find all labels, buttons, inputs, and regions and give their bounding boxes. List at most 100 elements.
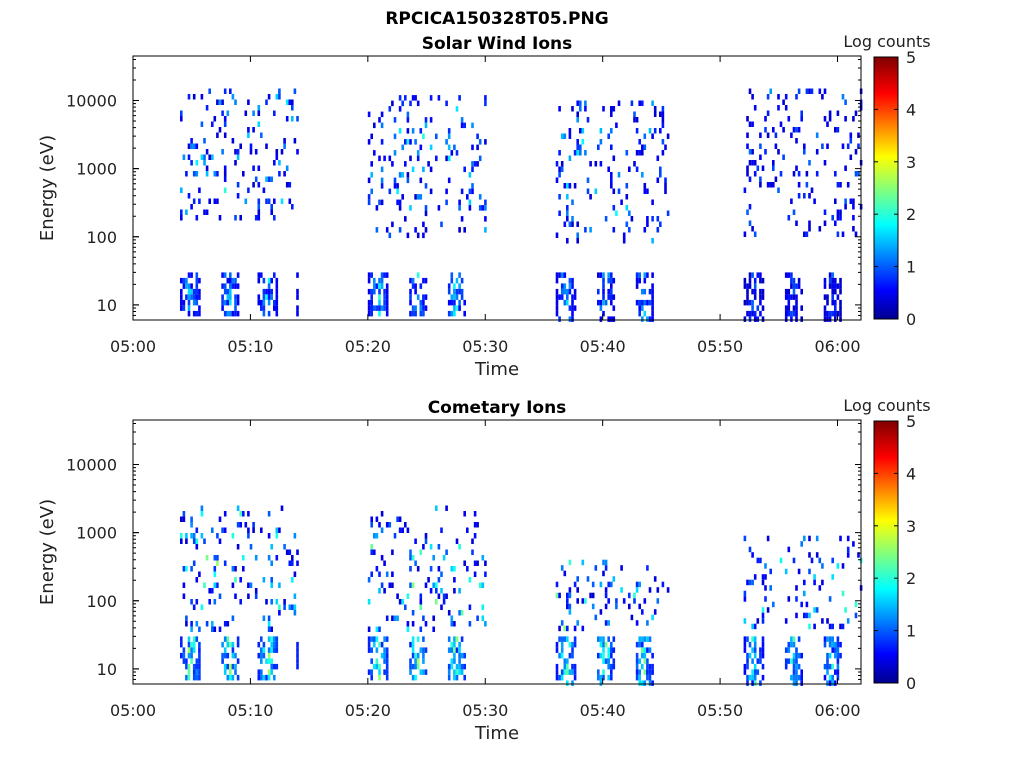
spectrogram-cell [471, 549, 474, 555]
spectrogram-cell [267, 636, 271, 642]
spectrogram-cell [620, 587, 623, 593]
spectrogram-cell [641, 641, 644, 648]
spectrogram-cell [223, 310, 227, 317]
spectrogram-cell [638, 669, 641, 675]
spectrogram-cell [229, 641, 232, 648]
spectrogram-cell [761, 641, 765, 648]
spectrogram-cell [823, 277, 827, 284]
spectrogram-cell [784, 647, 788, 653]
spectrogram-cell [223, 621, 227, 627]
spectrogram-cell [620, 565, 623, 571]
spectrogram-cell [213, 555, 217, 561]
spectrogram-cell [651, 669, 654, 675]
spectrogram-cell [221, 272, 224, 278]
spectrogram-cell [234, 577, 237, 583]
spectrogram-cell [187, 94, 191, 100]
spectrogram-cell [270, 294, 273, 300]
spectrogram-cell [753, 105, 757, 111]
spectrogram-cell [646, 620, 649, 626]
spectrogram-cell [373, 283, 376, 289]
spectrogram-cell [180, 215, 183, 221]
spectrogram-cell [808, 226, 811, 232]
spectrogram-cell [753, 171, 757, 177]
spectrogram-cell [610, 641, 613, 648]
spectrogram-cell [813, 579, 816, 586]
spectrogram-cell [792, 557, 796, 564]
spectrogram-cell [388, 106, 392, 112]
spectrogram-cell [455, 647, 459, 653]
spectrogram-cell [826, 294, 829, 300]
spectrogram-cell [597, 288, 600, 295]
spectrogram-cell [797, 674, 801, 681]
spectrogram-cell [831, 680, 834, 686]
spectrogram-cell [463, 227, 466, 233]
x-tick-label: 05:00 [110, 701, 156, 720]
spectrogram-cell [628, 603, 631, 610]
spectrogram-cell [743, 636, 747, 642]
spectrogram-cell [558, 210, 561, 216]
spectrogram-cell [753, 231, 757, 237]
spectrogram-cell [226, 674, 230, 681]
spectrogram-cell [610, 172, 613, 178]
x-ticks: 05:00 05:10 05:20 05:30 05:40 05:50 06:00 [110, 56, 861, 356]
spectrogram-cell [772, 165, 775, 171]
spectrogram-cell [411, 641, 415, 648]
spectrogram-cell [223, 669, 227, 675]
spectrogram-cell [223, 511, 227, 517]
spectrogram-cell [471, 161, 474, 167]
spectrogram-cell [445, 549, 448, 555]
spectrogram-cell [190, 641, 193, 648]
spectrogram-cell [484, 227, 487, 233]
spectrogram-cell [476, 144, 479, 151]
spectrogram-cell [275, 663, 279, 670]
spectrogram-cell [784, 663, 788, 670]
spectrogram-cell [599, 609, 603, 615]
spectrogram-cell [625, 183, 629, 189]
spectrogram-cell [576, 587, 579, 593]
spectrogram-cell [275, 154, 279, 160]
spectrogram-cell [591, 603, 595, 610]
spectrogram-cell [187, 641, 191, 648]
spectrogram-cell [398, 199, 402, 206]
spectrogram-cell [380, 652, 384, 659]
spectrogram-cell [633, 117, 636, 123]
spectrogram-cell [419, 177, 423, 184]
spectrogram-cell [484, 95, 487, 101]
spectrogram-cell [743, 535, 747, 542]
spectrogram-cell [373, 277, 376, 284]
spectrogram-cell [828, 641, 832, 648]
spectrogram-cell [236, 310, 240, 317]
spectrogram-cell [283, 138, 286, 144]
spectrogram-cell [643, 272, 647, 278]
spectrogram-cell [195, 171, 199, 177]
spectrogram-cell [195, 663, 199, 670]
spectrogram-cell [198, 288, 201, 295]
spectrogram-cell [769, 182, 772, 188]
spectrogram-cell [265, 176, 268, 182]
spectrogram-cell [422, 133, 425, 140]
spectrogram-cell [821, 94, 824, 100]
spectrogram-cell [560, 294, 564, 300]
spectrogram-cell [406, 128, 410, 134]
spectrogram-cell [180, 538, 183, 544]
spectrogram-cell [751, 674, 754, 681]
spectrogram-cell [378, 288, 381, 295]
spectrogram-cell [270, 560, 273, 566]
spectrogram-cell [797, 277, 801, 284]
spectrogram-cell [383, 305, 386, 311]
spectrogram-cell [664, 188, 667, 194]
spectrogram-cell [411, 647, 415, 653]
spectrogram-cell [267, 176, 271, 182]
spectrogram-cell [753, 623, 757, 630]
spectrogram-cell [795, 138, 798, 144]
spectrogram-cell [203, 154, 206, 160]
spectrogram-cell [293, 610, 297, 616]
spectrogram-cell [231, 582, 235, 588]
spectrogram-cell [746, 116, 749, 122]
spectrogram-cell [190, 647, 193, 653]
spectrogram-cell [458, 199, 461, 206]
spectrogram-cell [566, 216, 569, 222]
spectrogram-cell [182, 652, 186, 659]
spectrogram-cell [815, 552, 819, 558]
spectrogram-cell [857, 143, 860, 149]
